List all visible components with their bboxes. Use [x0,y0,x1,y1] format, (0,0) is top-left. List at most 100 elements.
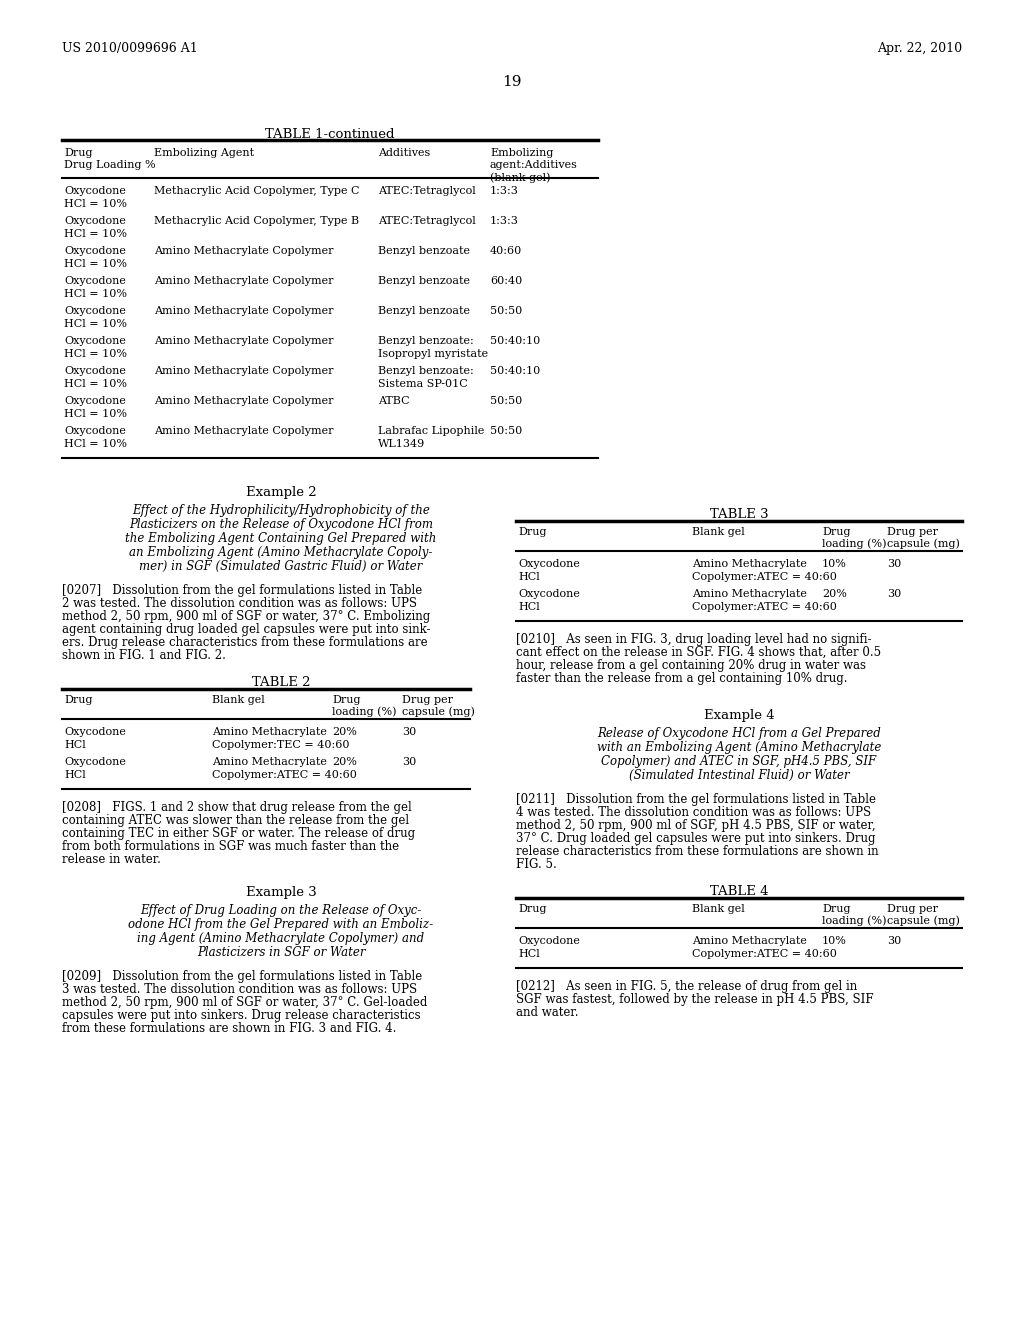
Text: faster than the release from a gel containing 10% drug.: faster than the release from a gel conta… [516,672,848,685]
Text: Blank gel: Blank gel [692,904,744,913]
Text: capsule (mg): capsule (mg) [887,915,959,925]
Text: from these formulations are shown in FIG. 3 and FIG. 4.: from these formulations are shown in FIG… [62,1022,396,1035]
Text: Methacrylic Acid Copolymer, Type C: Methacrylic Acid Copolymer, Type C [154,186,359,195]
Text: Amino Methacrylate Copolymer: Amino Methacrylate Copolymer [154,396,334,407]
Text: ATEC:Tetraglycol: ATEC:Tetraglycol [378,216,476,226]
Text: 1:3:3: 1:3:3 [490,186,519,195]
Text: Benzyl benzoate: Benzyl benzoate [378,246,470,256]
Text: 30: 30 [887,589,901,599]
Text: Additives: Additives [378,148,430,158]
Text: (Simulated Intestinal Fluid) or Water: (Simulated Intestinal Fluid) or Water [629,770,849,781]
Text: 50:50: 50:50 [490,306,522,315]
Text: [0210]   As seen in FIG. 3, drug loading level had no signifi-: [0210] As seen in FIG. 3, drug loading l… [516,634,871,645]
Text: odone HCl from the Gel Prepared with an Emboliz-: odone HCl from the Gel Prepared with an … [128,917,433,931]
Text: HCl = 10%: HCl = 10% [63,259,127,269]
Text: Benzyl benzoate:: Benzyl benzoate: [378,337,474,346]
Text: Oxycodone: Oxycodone [518,936,580,946]
Text: Effect of the Hydrophilicity/Hydrophobicity of the: Effect of the Hydrophilicity/Hydrophobic… [132,504,430,517]
Text: 50:50: 50:50 [490,396,522,407]
Text: Drug: Drug [822,527,851,537]
Text: HCl = 10%: HCl = 10% [63,440,127,449]
Text: Oxycodone: Oxycodone [63,216,126,226]
Text: Amino Methacrylate Copolymer: Amino Methacrylate Copolymer [154,337,334,346]
Text: method 2, 50 rpm, 900 ml of SGF or water, 37° C. Gel-loaded: method 2, 50 rpm, 900 ml of SGF or water… [62,997,427,1008]
Text: Oxycodone: Oxycodone [63,426,126,436]
Text: and water.: and water. [516,1006,579,1019]
Text: HCl: HCl [518,602,540,612]
Text: 20%: 20% [332,727,357,737]
Text: Amino Methacrylate: Amino Methacrylate [212,727,327,737]
Text: Drug Loading %: Drug Loading % [63,160,156,170]
Text: Sistema SP-01C: Sistema SP-01C [378,379,468,389]
Text: Oxycodone: Oxycodone [518,558,580,569]
Text: 50:50: 50:50 [490,426,522,436]
Text: agent:Additives: agent:Additives [490,160,578,170]
Text: Amino Methacrylate Copolymer: Amino Methacrylate Copolymer [154,276,334,286]
Text: Release of Oxycodone HCl from a Gel Prepared: Release of Oxycodone HCl from a Gel Prep… [597,727,881,741]
Text: [0209]   Dissolution from the gel formulations listed in Table: [0209] Dissolution from the gel formulat… [62,970,422,983]
Text: Benzyl benzoate: Benzyl benzoate [378,276,470,286]
Text: Embolizing: Embolizing [490,148,553,158]
Text: Amino Methacrylate: Amino Methacrylate [212,756,327,767]
Text: 1:3:3: 1:3:3 [490,216,519,226]
Text: (blank gel): (blank gel) [490,172,551,182]
Text: Methacrylic Acid Copolymer, Type B: Methacrylic Acid Copolymer, Type B [154,216,359,226]
Text: Oxycodone: Oxycodone [63,337,126,346]
Text: HCl = 10%: HCl = 10% [63,319,127,329]
Text: Labrafac Lipophile: Labrafac Lipophile [378,426,484,436]
Text: the Embolizing Agent Containing Gel Prepared with: the Embolizing Agent Containing Gel Prep… [125,532,436,545]
Text: 19: 19 [502,75,522,88]
Text: Amino Methacrylate Copolymer: Amino Methacrylate Copolymer [154,306,334,315]
Text: WL1349: WL1349 [378,440,425,449]
Text: HCl = 10%: HCl = 10% [63,289,127,300]
Text: ATBC: ATBC [378,396,410,407]
Text: Drug per: Drug per [887,527,938,537]
Text: TABLE 1-continued: TABLE 1-continued [265,128,394,141]
Text: method 2, 50 rpm, 900 ml of SGF or water, 37° C. Embolizing: method 2, 50 rpm, 900 ml of SGF or water… [62,610,430,623]
Text: Benzyl benzoate: Benzyl benzoate [378,306,470,315]
Text: TABLE 2: TABLE 2 [252,676,310,689]
Text: capsule (mg): capsule (mg) [887,539,959,549]
Text: agent containing drug loaded gel capsules were put into sink-: agent containing drug loaded gel capsule… [62,623,430,636]
Text: ing Agent (Amino Methacrylate Copolymer) and: ing Agent (Amino Methacrylate Copolymer)… [137,932,425,945]
Text: Amino Methacrylate: Amino Methacrylate [692,589,807,599]
Text: TABLE 4: TABLE 4 [710,884,768,898]
Text: [0211]   Dissolution from the gel formulations listed in Table: [0211] Dissolution from the gel formulat… [516,793,876,807]
Text: release in water.: release in water. [62,853,161,866]
Text: loading (%): loading (%) [332,706,396,717]
Text: hour, release from a gel containing 20% drug in water was: hour, release from a gel containing 20% … [516,659,866,672]
Text: [0212]   As seen in FIG. 5, the release of drug from gel in: [0212] As seen in FIG. 5, the release of… [516,979,857,993]
Text: mer) in SGF (Simulated Gastric Fluid) or Water: mer) in SGF (Simulated Gastric Fluid) or… [139,560,423,573]
Text: Amino Methacrylate Copolymer: Amino Methacrylate Copolymer [154,426,334,436]
Text: method 2, 50 rpm, 900 ml of SGF, pH 4.5 PBS, SIF or water,: method 2, 50 rpm, 900 ml of SGF, pH 4.5 … [516,818,876,832]
Text: shown in FIG. 1 and FIG. 2.: shown in FIG. 1 and FIG. 2. [62,649,226,663]
Text: Oxycodone: Oxycodone [63,276,126,286]
Text: Isopropyl myristate: Isopropyl myristate [378,348,488,359]
Text: HCl: HCl [518,572,540,582]
Text: HCl: HCl [63,741,86,750]
Text: 10%: 10% [822,558,847,569]
Text: 30: 30 [887,936,901,946]
Text: 40:60: 40:60 [490,246,522,256]
Text: [0207]   Dissolution from the gel formulations listed in Table: [0207] Dissolution from the gel formulat… [62,583,422,597]
Text: SGF was fastest, followed by the release in pH 4.5 PBS, SIF: SGF was fastest, followed by the release… [516,993,873,1006]
Text: Embolizing Agent: Embolizing Agent [154,148,254,158]
Text: Oxycodone: Oxycodone [63,396,126,407]
Text: containing TEC in either SGF or water. The release of drug: containing TEC in either SGF or water. T… [62,828,415,840]
Text: Copolymer:ATEC = 40:60: Copolymer:ATEC = 40:60 [692,602,837,612]
Text: HCl = 10%: HCl = 10% [63,409,127,418]
Text: Example 4: Example 4 [703,709,774,722]
Text: capsules were put into sinkers. Drug release characteristics: capsules were put into sinkers. Drug rel… [62,1008,421,1022]
Text: 10%: 10% [822,936,847,946]
Text: Drug per: Drug per [887,904,938,913]
Text: FIG. 5.: FIG. 5. [516,858,557,871]
Text: Plasticizers on the Release of Oxycodone HCl from: Plasticizers on the Release of Oxycodone… [129,517,433,531]
Text: Drug: Drug [518,527,547,537]
Text: 4 was tested. The dissolution condition was as follows: UPS: 4 was tested. The dissolution condition … [516,807,871,818]
Text: Amino Methacrylate: Amino Methacrylate [692,936,807,946]
Text: Example 3: Example 3 [246,886,316,899]
Text: Oxycodone: Oxycodone [63,306,126,315]
Text: an Embolizing Agent (Amino Methacrylate Copoly-: an Embolizing Agent (Amino Methacrylate … [129,546,433,558]
Text: Drug: Drug [518,904,547,913]
Text: Oxycodone: Oxycodone [63,727,126,737]
